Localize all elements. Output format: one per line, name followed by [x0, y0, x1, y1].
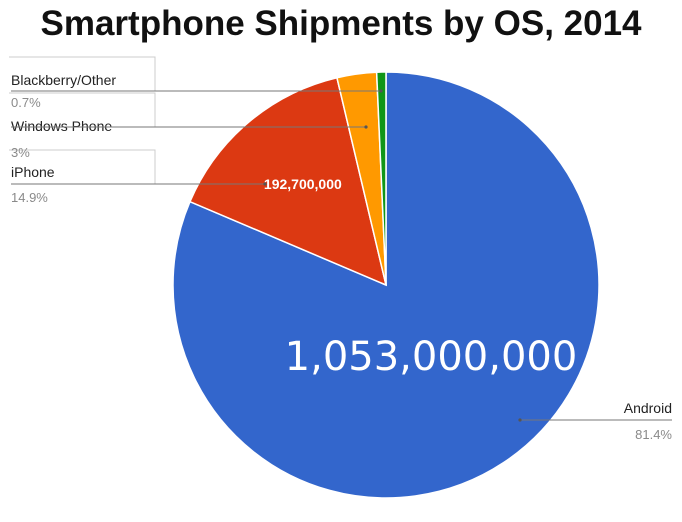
pie-slice-blackberry-other	[375, 71, 387, 286]
leader-dot-android	[518, 418, 522, 422]
chart-title: Smartphone Shipments by OS, 2014	[40, 4, 642, 43]
legend-percent-iphone: 14.9%	[11, 190, 48, 205]
leader-dot-windows-phone	[364, 125, 368, 129]
legend-frame-blackberry-other	[9, 56, 156, 91]
leader-dot-blackberry-other	[379, 89, 383, 93]
legend-item-windows-phone: Windows Phone 3%	[9, 92, 368, 160]
legend-frame-windows-phone	[9, 92, 156, 127]
legend-item-blackberry-other: Blackberry/Other 0.7%	[9, 56, 383, 110]
slice-value-iphone: 192,700,000	[264, 176, 342, 192]
pie-slice-android	[172, 71, 600, 499]
legend: Android 81.4% iPhone 14.9% Windows Phone 3% Bl…	[9, 56, 672, 442]
slice-value-labels: 1,053,000,000 192,700,000	[264, 176, 577, 380]
legend-item-iphone: iPhone 14.9%	[9, 149, 267, 205]
leader-dot-iphone	[263, 182, 267, 186]
legend-label-android: Android	[624, 400, 672, 416]
pie-slices	[172, 71, 600, 499]
pie-slice-iphone	[189, 76, 388, 287]
legend-percent-blackberry-other: 0.7%	[11, 95, 41, 110]
legend-label-iphone: iPhone	[11, 164, 55, 180]
legend-label-windows-phone: Windows Phone	[11, 118, 112, 134]
legend-label-blackberry-other: Blackberry/Other	[11, 72, 116, 88]
slice-value-android: 1,053,000,000	[285, 334, 578, 380]
legend-item-android: Android 81.4%	[518, 400, 672, 442]
legend-percent-windows-phone: 3%	[11, 145, 30, 160]
legend-percent-android: 81.4%	[635, 427, 672, 442]
legend-frame-iphone	[9, 149, 156, 184]
